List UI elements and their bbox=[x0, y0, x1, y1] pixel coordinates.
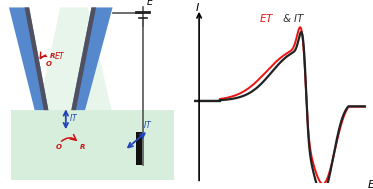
Bar bbox=[137, 132, 142, 165]
Polygon shape bbox=[5, 4, 179, 110]
Text: O: O bbox=[46, 61, 51, 67]
Text: R: R bbox=[50, 53, 56, 59]
Text: $IT$: $IT$ bbox=[69, 112, 78, 123]
Polygon shape bbox=[11, 110, 174, 180]
Text: $E$: $E$ bbox=[147, 0, 155, 7]
Text: $IT$: $IT$ bbox=[143, 119, 152, 130]
Text: & $IT$: & $IT$ bbox=[282, 12, 306, 24]
Polygon shape bbox=[71, 7, 113, 110]
Text: $ET$: $ET$ bbox=[54, 50, 66, 61]
Polygon shape bbox=[9, 7, 48, 110]
Text: $ET$: $ET$ bbox=[259, 12, 275, 24]
Polygon shape bbox=[38, 7, 112, 110]
Polygon shape bbox=[71, 7, 96, 110]
Text: O: O bbox=[56, 144, 62, 150]
Text: $I$: $I$ bbox=[195, 1, 200, 12]
Polygon shape bbox=[25, 7, 48, 110]
Text: R: R bbox=[79, 144, 85, 150]
Text: $E$: $E$ bbox=[367, 178, 373, 189]
